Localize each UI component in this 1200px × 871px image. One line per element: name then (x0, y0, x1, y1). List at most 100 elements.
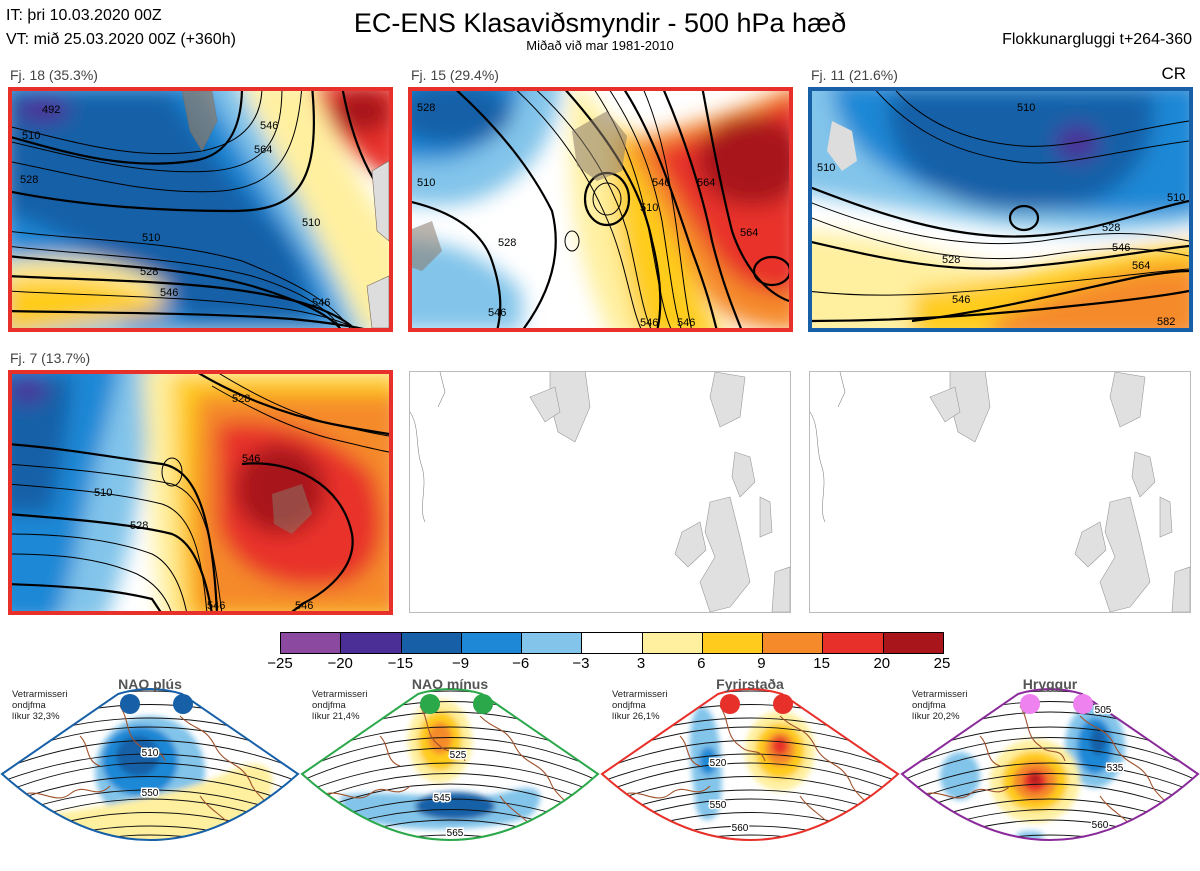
colorbar-tick-label: 15 (813, 655, 830, 672)
regime-title: NAO plús (118, 676, 182, 692)
colorbar-tick-label: 9 (757, 655, 766, 672)
regime-contour-label: 520 (710, 758, 727, 769)
contour-label: 528 (20, 174, 38, 186)
regime-contour-label: 545 (434, 793, 451, 804)
cluster-map-18: 492 510 528 546 564 510 528 546 510 546 (8, 87, 393, 332)
contour-label: 546 (488, 307, 506, 319)
empty-map-5 (409, 371, 791, 613)
regime-stat-line: Vetrarmisseri (312, 689, 368, 700)
colorbar-tick-label: −25 (267, 655, 293, 672)
regime-indicator-dot (1020, 694, 1040, 714)
contour-label: 510 (640, 202, 658, 214)
regime-map: 510 550 (0, 688, 300, 841)
colorbar-segment (521, 633, 582, 653)
page-subtitle: Miðað við mar 1981-2010 (526, 38, 674, 53)
regime-panel: 520 550 560 Fyrirstaða Vetrarmisseri ondjfma l… (600, 676, 900, 871)
colorbar-tick-label: 25 (933, 655, 951, 672)
contour-label: 546 (652, 177, 670, 189)
regime-map: 525 545 565 (300, 688, 600, 841)
contour-label: 528 (498, 237, 516, 249)
regime-stat-line: líkur 21,4% (312, 711, 360, 722)
regime-contour-label: 550 (710, 800, 727, 811)
colorbar-ticks: −25 −20 −15 −9 −6 −3 3 6 9 15 20 25 (267, 655, 950, 675)
regime-panel: 525 545 565 NAO mínus Vetrarmisseri ondjfma lí… (300, 676, 600, 871)
regime-title: Fyrirstaða (716, 676, 784, 692)
regime-stats: Vetrarmisseri ondjfma líkur 20,2% (912, 689, 992, 722)
regime-stat-line: ondjfma (912, 700, 946, 711)
regime-panel: 510 550 NAO plús Vetrarmisseri ondjfma líkur … (0, 676, 300, 871)
contour-label: 510 (1167, 192, 1185, 204)
contour-label: 564 (740, 227, 758, 239)
colorbar-tick-label: 6 (697, 655, 706, 672)
colorbar-tick-label: −9 (451, 655, 470, 672)
contour-label: 564 (254, 144, 272, 156)
regime-indicator-dot (473, 694, 493, 714)
colorbar-segment (641, 633, 702, 653)
contour-label: 546 (160, 287, 178, 299)
contour-label: 528 (1102, 222, 1120, 234)
regime-stat-line: ondjfma (612, 700, 646, 711)
regime-stat-line: Vetrarmisseri (12, 689, 68, 700)
contour-label: 492 (42, 104, 60, 116)
contour-label: 546 (260, 120, 278, 132)
regime-contour-label: 550 (142, 788, 159, 799)
regime-contour-label: 510 (142, 748, 159, 759)
contour-label: 528 (130, 520, 148, 532)
colorbar-segment (822, 633, 883, 653)
contour-label: 546 (1112, 242, 1130, 254)
colorbar-tick-label: 3 (636, 655, 646, 672)
contour-label: 546 (952, 294, 970, 306)
colorbar-tick-label: 20 (873, 655, 891, 672)
regime-stat-line: líkur 32,3% (12, 711, 60, 722)
colorbar-tick-label: −15 (387, 655, 414, 672)
regime-stat-line: Vetrarmisseri (912, 689, 968, 700)
regime-map: 505 535 560 (900, 688, 1200, 841)
regime-stat-line: líkur 20,2% (912, 711, 960, 722)
regime-contour-label: 505 (1095, 705, 1112, 716)
cluster-map-15: 510 528 546 564 546 564 546 510 528 546 (408, 87, 793, 332)
contour-label: 510 (817, 162, 835, 174)
colorbar-segment (762, 633, 823, 653)
contour-label: 546 (312, 297, 330, 309)
contour-label: 546 (295, 600, 313, 611)
classification-window: Flokkunargluggi t+264-360 (1002, 31, 1192, 48)
colorbar-segment (460, 633, 522, 653)
contour-label: 510 (417, 177, 435, 189)
contour-label: 510 (94, 487, 112, 499)
regime-outline (600, 688, 900, 841)
initial-time: IT: þri 10.03.2020 00Z (6, 7, 162, 24)
contour-label: 528 (417, 102, 435, 114)
colorbar-segment (400, 633, 461, 653)
contour-label: 528 (942, 254, 960, 266)
regime-contour-label: 525 (450, 750, 467, 761)
cluster-label-15: Fj. 15 (29.4%) (411, 67, 499, 83)
contour-label: 546 (677, 317, 695, 328)
cluster-label-18: Fj. 18 (35.3%) (10, 67, 98, 83)
contour-label: 564 (697, 177, 715, 189)
regime-indicator-dot (420, 694, 440, 714)
contour-label: 546 (242, 453, 260, 465)
colorbar-tick-label: −20 (327, 655, 353, 672)
colorbar-segment (281, 633, 341, 653)
colorbar-segment (340, 633, 401, 653)
regime-map: 520 550 560 (600, 688, 900, 841)
colorbar-segment (701, 633, 763, 653)
regime-contour-label: 535 (1107, 763, 1124, 774)
regime-contour-label: 560 (732, 823, 749, 834)
contour-label: 528 (232, 393, 250, 405)
contour-label: 582 (1157, 316, 1175, 328)
cluster-label-11: Fj. 11 (21.6%) (811, 67, 898, 83)
contour-label: 546 (640, 317, 658, 328)
regime-indicator-dot (1073, 694, 1093, 714)
colorbar-segment (882, 633, 943, 653)
contour-label: 528 (140, 266, 158, 278)
regime-stat-line: líkur 26,1% (612, 711, 660, 722)
contour-label: 546 (207, 600, 225, 611)
regime-indicator-dot (773, 694, 793, 714)
regime-stat-line: ondjfma (12, 700, 46, 711)
regime-code: CR (1161, 64, 1186, 83)
cluster-map-7: 510 528 546 546 528 546 (8, 370, 393, 615)
regime-contour-label: 560 (1092, 820, 1109, 831)
colorbar-segment (581, 633, 642, 653)
regime-stats: Vetrarmisseri ondjfma líkur 32,3% (12, 689, 92, 722)
